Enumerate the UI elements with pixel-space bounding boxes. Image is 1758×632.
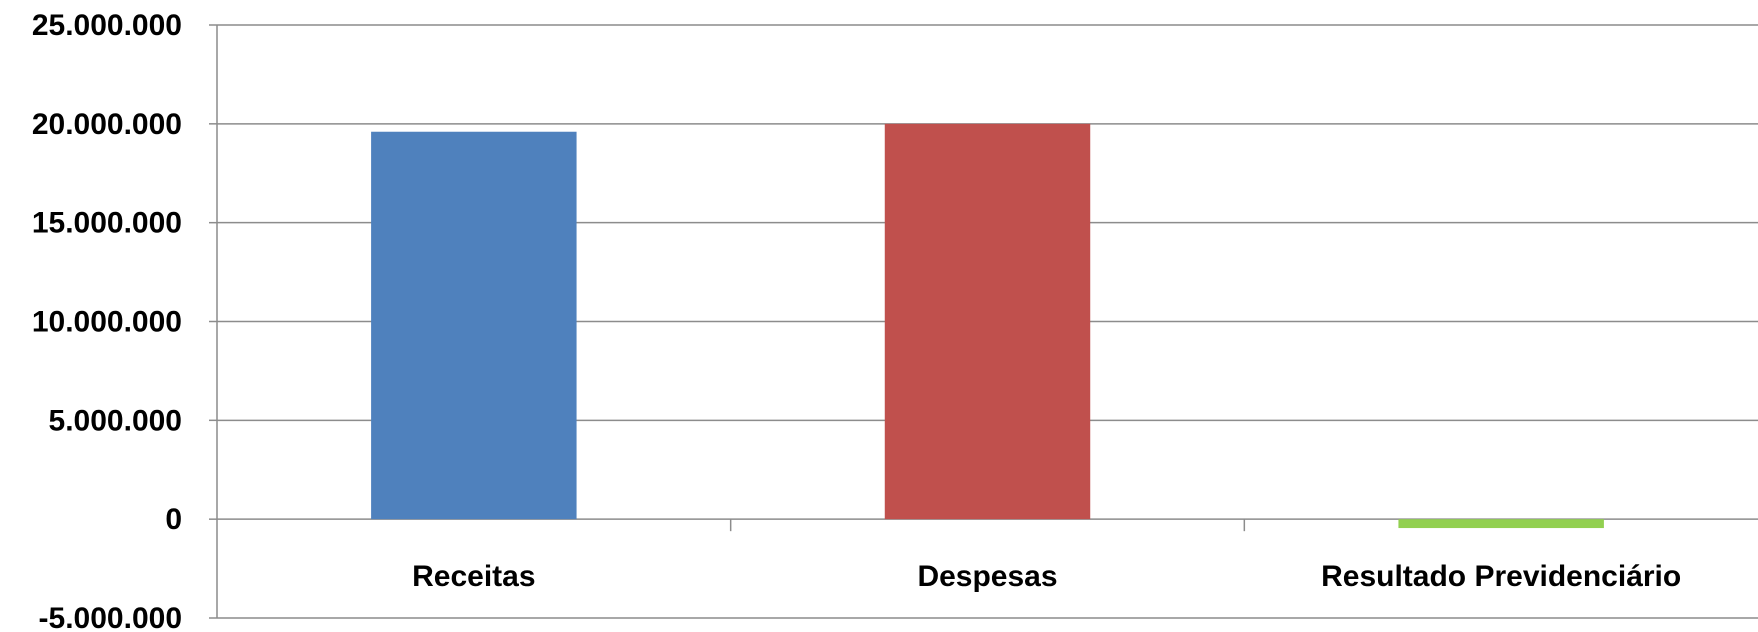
bars: [371, 123, 1604, 529]
y-tick-label: 15.000.000: [32, 207, 182, 240]
y-axis-tick-labels: 25.000.000 20.000.000 15.000.000 10.000.000…: [32, 9, 182, 632]
bar-3: [1398, 519, 1604, 529]
y-tick-label: -5.000.000: [39, 602, 182, 632]
y-tick-label: 10.000.000: [32, 306, 182, 339]
x-axis-category-labels: Receitas Despesas Resultado Previdenciário: [412, 560, 1681, 593]
bar-2: [884, 123, 1091, 520]
y-tick-label: 5.000.000: [49, 404, 182, 437]
axes: [209, 24, 1246, 619]
y-tick-label: 0: [165, 503, 182, 536]
x-category-label: Receitas: [412, 560, 535, 593]
x-category-label: Despesas: [917, 560, 1057, 593]
y-tick-label: 20.000.000: [32, 108, 182, 141]
x-category-label: Resultado Previdenciário: [1321, 560, 1681, 593]
bar-1: [371, 131, 577, 520]
y-tick-label: 25.000.000: [32, 9, 182, 42]
